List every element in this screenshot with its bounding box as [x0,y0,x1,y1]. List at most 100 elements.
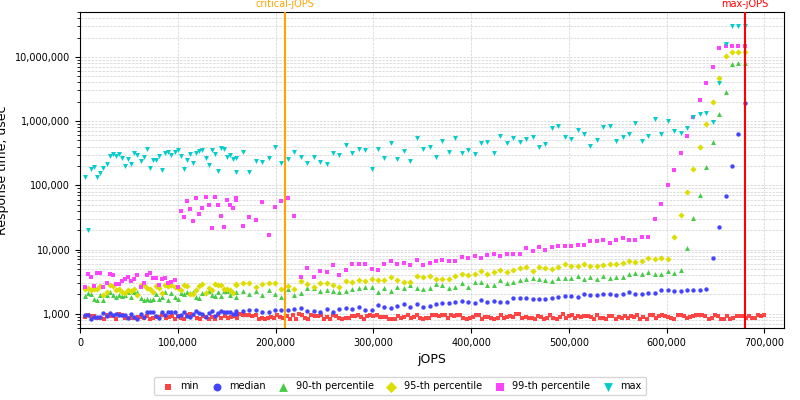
90-th percentile [603,274,616,281]
median [616,291,629,297]
min [134,314,147,320]
99-th percentile [97,284,110,290]
min [739,315,752,321]
median [565,293,578,299]
max [662,118,674,124]
95-th percentile [391,277,404,283]
max [227,156,240,162]
median [533,296,546,303]
95-th percentile [455,271,468,278]
min [169,316,182,322]
99-th percentile [423,259,436,266]
min [398,314,411,320]
max [706,118,719,125]
min [718,316,730,322]
90-th percentile [616,274,629,280]
90-th percentile [82,290,94,296]
95-th percentile [146,288,159,295]
min [358,316,370,322]
max [590,137,603,144]
99-th percentile [442,258,455,264]
median [282,307,294,313]
median [681,287,694,293]
median [622,289,635,296]
min [736,313,749,319]
95-th percentile [106,283,119,289]
max [150,157,162,163]
90-th percentile [404,282,417,288]
max [178,166,190,172]
90-th percentile [199,289,212,295]
99-th percentile [385,258,398,264]
min [187,312,200,318]
90-th percentile [520,275,533,282]
95-th percentile [171,285,184,291]
99-th percentile [221,197,234,203]
median [320,306,333,312]
Text: critical-jOPS: critical-jOPS [256,0,314,9]
90-th percentile [629,270,642,276]
min [463,315,476,321]
min [600,316,613,322]
min [395,314,408,321]
min [668,316,681,322]
max [726,23,738,30]
max [171,147,184,154]
median [462,299,474,305]
max [88,164,101,170]
min [522,314,535,321]
99-th percentile [616,235,629,241]
median [694,287,706,293]
min [476,316,489,322]
99-th percentile [168,277,181,283]
min [506,314,519,320]
max [417,146,430,152]
max [214,145,227,151]
max [404,158,417,164]
95-th percentile [700,121,713,128]
min [113,311,126,318]
99-th percentile [391,260,404,267]
median [237,308,250,314]
min [314,312,327,318]
median [520,295,533,302]
median [301,308,314,314]
min [240,311,253,318]
median [125,311,138,317]
95-th percentile [565,263,578,269]
95-th percentile [243,280,256,286]
median [603,291,616,298]
min [550,315,563,322]
95-th percentile [206,286,218,293]
max [326,150,339,157]
95-th percentile [143,286,156,292]
95-th percentile [449,273,462,280]
95-th percentile [100,289,113,296]
95-th percentile [181,282,194,289]
95-th percentile [719,53,732,60]
median [230,311,243,318]
95-th percentile [635,258,648,264]
min [414,315,426,321]
99-th percentile [732,42,745,49]
min [485,315,498,321]
99-th percentile [358,261,371,268]
max [410,135,423,141]
max [138,154,150,160]
max [391,155,404,162]
95-th percentile [138,282,150,288]
95-th percentile [616,260,629,266]
min [346,312,358,319]
min [640,316,653,322]
min [566,312,578,319]
min [166,313,178,320]
95-th percentile [642,255,654,262]
max [193,148,206,154]
min [457,314,470,321]
95-th percentile [269,280,282,286]
99-th percentile [125,278,138,284]
median [326,308,339,315]
median [181,312,194,319]
min [376,313,389,320]
99-th percentile [603,240,616,246]
